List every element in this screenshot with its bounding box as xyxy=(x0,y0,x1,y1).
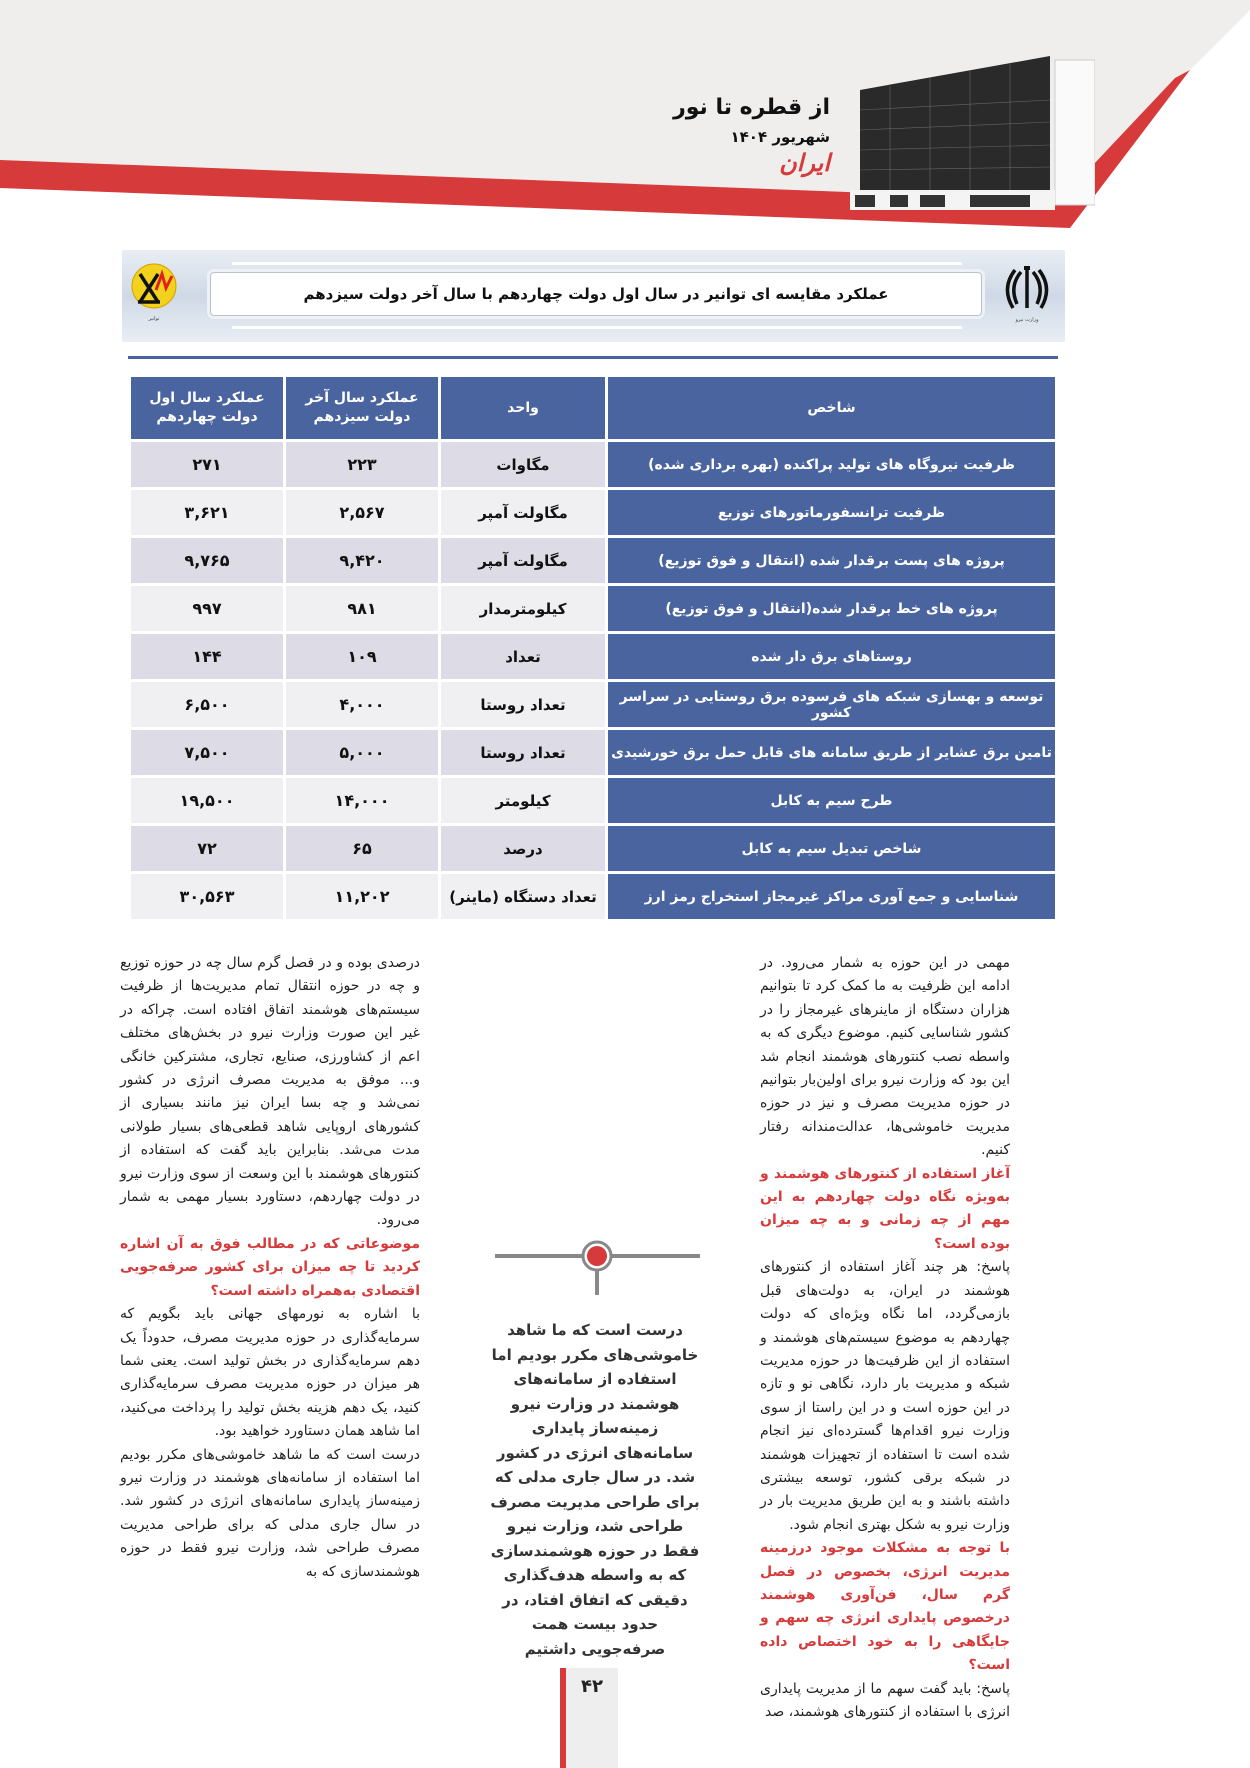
magazine-title: از قطره تا نور xyxy=(673,95,830,120)
interview-question: با توجه به مشکلات موجود درزمینه مدیریت ا… xyxy=(760,1540,1010,1674)
cell-gov13: ۱۴,۰۰۰ xyxy=(286,778,438,823)
cell-gov14: ۷۲ xyxy=(131,826,283,871)
cell-indicator: توسعه و بهسازی شبکه های فرسوده برق روستا… xyxy=(608,682,1055,727)
cell-gov14: ۷,۵۰۰ xyxy=(131,730,283,775)
col-header-gov13: عملکرد سال آخر دولت سیزدهم xyxy=(286,377,438,439)
cell-gov13: ۱۱,۲۰۲ xyxy=(286,874,438,919)
table-row: تامین برق عشایر از طریق سامانه های قابل … xyxy=(131,730,1055,775)
cell-unit: مگاوات xyxy=(441,442,605,487)
table-top-rule xyxy=(128,356,1058,359)
cell-gov14: ۹۹۷ xyxy=(131,586,283,631)
table-row: شاخص تبدیل سیم به کابل درصد ۶۵ ۷۲ xyxy=(131,826,1055,871)
cell-gov13: ۴,۰۰۰ xyxy=(286,682,438,727)
col-header-indicator: شاخص xyxy=(608,377,1055,439)
cell-gov13: ۹,۴۲۰ xyxy=(286,538,438,583)
col-header-gov14: عملکرد سال اول دولت چهاردهم xyxy=(131,377,283,439)
cell-indicator: پروژه های پست برقدار شده (انتقال و فوق ت… xyxy=(608,538,1055,583)
paragraph: پاسخ: باید گفت سهم ما از مدیریت پایداری … xyxy=(760,1680,1010,1720)
article-column-right: مهمی در این حوزه به شمار می‌رود. در ادام… xyxy=(760,952,1010,1724)
table-row: توسعه و بهسازی شبکه های فرسوده برق روستا… xyxy=(131,682,1055,727)
table-title-banner: عملکرد مقایسه ای توانیر در سال اول دولت … xyxy=(122,250,1065,342)
magazine-brand: از قطره تا نور شهریور ۱۴۰۴ ایران xyxy=(673,95,830,177)
page-number: ۴۲ xyxy=(581,1676,603,1697)
interview-question: موضوعاتی که در مطالب فوق به آن اشاره کرد… xyxy=(120,1235,420,1299)
cell-indicator: ظرفیت نیروگاه های تولید پراکنده (بهره بر… xyxy=(608,442,1055,487)
svg-text:توانیر: توانیر xyxy=(147,316,160,322)
col-header-unit: واحد xyxy=(441,377,605,439)
svg-text:وزارت نیرو: وزارت نیرو xyxy=(1014,317,1039,323)
cell-gov14: ۳,۶۲۱ xyxy=(131,490,283,535)
cell-unit: تعداد روستا xyxy=(441,730,605,775)
cell-gov13: ۵,۰۰۰ xyxy=(286,730,438,775)
paragraph: مهمی در این حوزه به شمار می‌رود. در ادام… xyxy=(760,955,1010,1159)
paragraph: درست است که ما شاهد خاموشی‌های مکرر بودی… xyxy=(120,1446,420,1580)
cell-indicator: شناسایی و جمع آوری مراکز غیرمجاز استخراج… xyxy=(608,874,1055,919)
cell-unit: درصد xyxy=(441,826,605,871)
pull-quote: درست است که ما شاهد خاموشی‌های مکرر بودی… xyxy=(490,1321,700,1658)
article-column-left: درصدی بوده و در فصل گرم سال چه در حوزه ت… xyxy=(120,952,420,1584)
table-row: پروژه های خط برقدار شده(انتقال و فوق توز… xyxy=(131,586,1055,631)
table-row: شناسایی و جمع آوری مراکز غیرمجاز استخراج… xyxy=(131,874,1055,919)
cell-indicator: روستاهای برق دار شده xyxy=(608,634,1055,679)
table-row: روستاهای برق دار شده تعداد ۱۰۹ ۱۴۴ xyxy=(131,634,1055,679)
cell-indicator: طرح سیم به کابل xyxy=(608,778,1055,823)
cell-indicator: پروژه های خط برقدار شده(انتقال و فوق توز… xyxy=(608,586,1055,631)
table-header-row: شاخص واحد عملکرد سال آخر دولت سیزدهم عمل… xyxy=(131,377,1055,439)
cell-unit: کیلومتر xyxy=(441,778,605,823)
cell-gov13: ۲۲۳ xyxy=(286,442,438,487)
table-row: طرح سیم به کابل کیلومتر ۱۴,۰۰۰ ۱۹,۵۰۰ xyxy=(131,778,1055,823)
newspaper-logo: ایران xyxy=(779,148,830,177)
paragraph: با اشاره به نورمهای جهانی باید بگویم که … xyxy=(120,1306,420,1440)
cell-gov13: ۶۵ xyxy=(286,826,438,871)
cell-gov14: ۱۹,۵۰۰ xyxy=(131,778,283,823)
pull-quote-divider-icon xyxy=(495,1240,700,1295)
cell-unit: تعداد xyxy=(441,634,605,679)
cell-gov14: ۹,۷۶۵ xyxy=(131,538,283,583)
issue-date: شهریور ۱۴۰۴ xyxy=(730,128,830,146)
cell-gov14: ۶,۵۰۰ xyxy=(131,682,283,727)
cell-indicator: شاخص تبدیل سیم به کابل xyxy=(608,826,1055,871)
table-row: ظرفیت نیروگاه های تولید پراکنده (بهره بر… xyxy=(131,442,1055,487)
banner-title: عملکرد مقایسه ای توانیر در سال اول دولت … xyxy=(210,272,982,316)
tavanir-logo-icon: توانیر xyxy=(131,263,177,322)
cell-unit: کیلومترمدار xyxy=(441,586,605,631)
cell-unit: تعداد دستگاه (ماینر) xyxy=(441,874,605,919)
cell-indicator: ظرفیت ترانسفورماتورهای توزیع xyxy=(608,490,1055,535)
paragraph: پاسخ: هر چند آغاز استفاده از کنتورهای هو… xyxy=(760,1259,1010,1533)
cell-gov13: ۹۸۱ xyxy=(286,586,438,631)
cell-gov13: ۱۰۹ xyxy=(286,634,438,679)
cell-unit: مگاولت آمپر xyxy=(441,490,605,535)
cell-indicator: تامین برق عشایر از طریق سامانه های قابل … xyxy=(608,730,1055,775)
banner-rule-top xyxy=(232,262,962,265)
page-number-box xyxy=(566,1668,618,1768)
cell-unit: مگاولت آمپر xyxy=(441,538,605,583)
cell-gov13: ۲,۵۶۷ xyxy=(286,490,438,535)
paragraph: درصدی بوده و در فصل گرم سال چه در حوزه ت… xyxy=(120,955,420,1229)
cell-unit: تعداد روستا xyxy=(441,682,605,727)
table-row: ظرفیت ترانسفورماتورهای توزیع مگاولت آمپر ۲… xyxy=(131,490,1055,535)
cell-gov14: ۳۰,۵۶۳ xyxy=(131,874,283,919)
iran-emblem-icon: وزارت نیرو xyxy=(1005,266,1049,323)
cell-gov14: ۲۷۱ xyxy=(131,442,283,487)
building-photo xyxy=(850,56,1095,210)
table-row: پروژه های پست برقدار شده (انتقال و فوق ت… xyxy=(131,538,1055,583)
cell-gov14: ۱۴۴ xyxy=(131,634,283,679)
interview-question: آغاز استفاده از کنتورهای هوشمند و به‌ویژ… xyxy=(760,1165,1010,1252)
performance-table: شاخص واحد عملکرد سال آخر دولت سیزدهم عمل… xyxy=(128,374,1058,922)
page-number-bar xyxy=(560,1668,566,1768)
banner-rule-bottom xyxy=(232,326,962,329)
